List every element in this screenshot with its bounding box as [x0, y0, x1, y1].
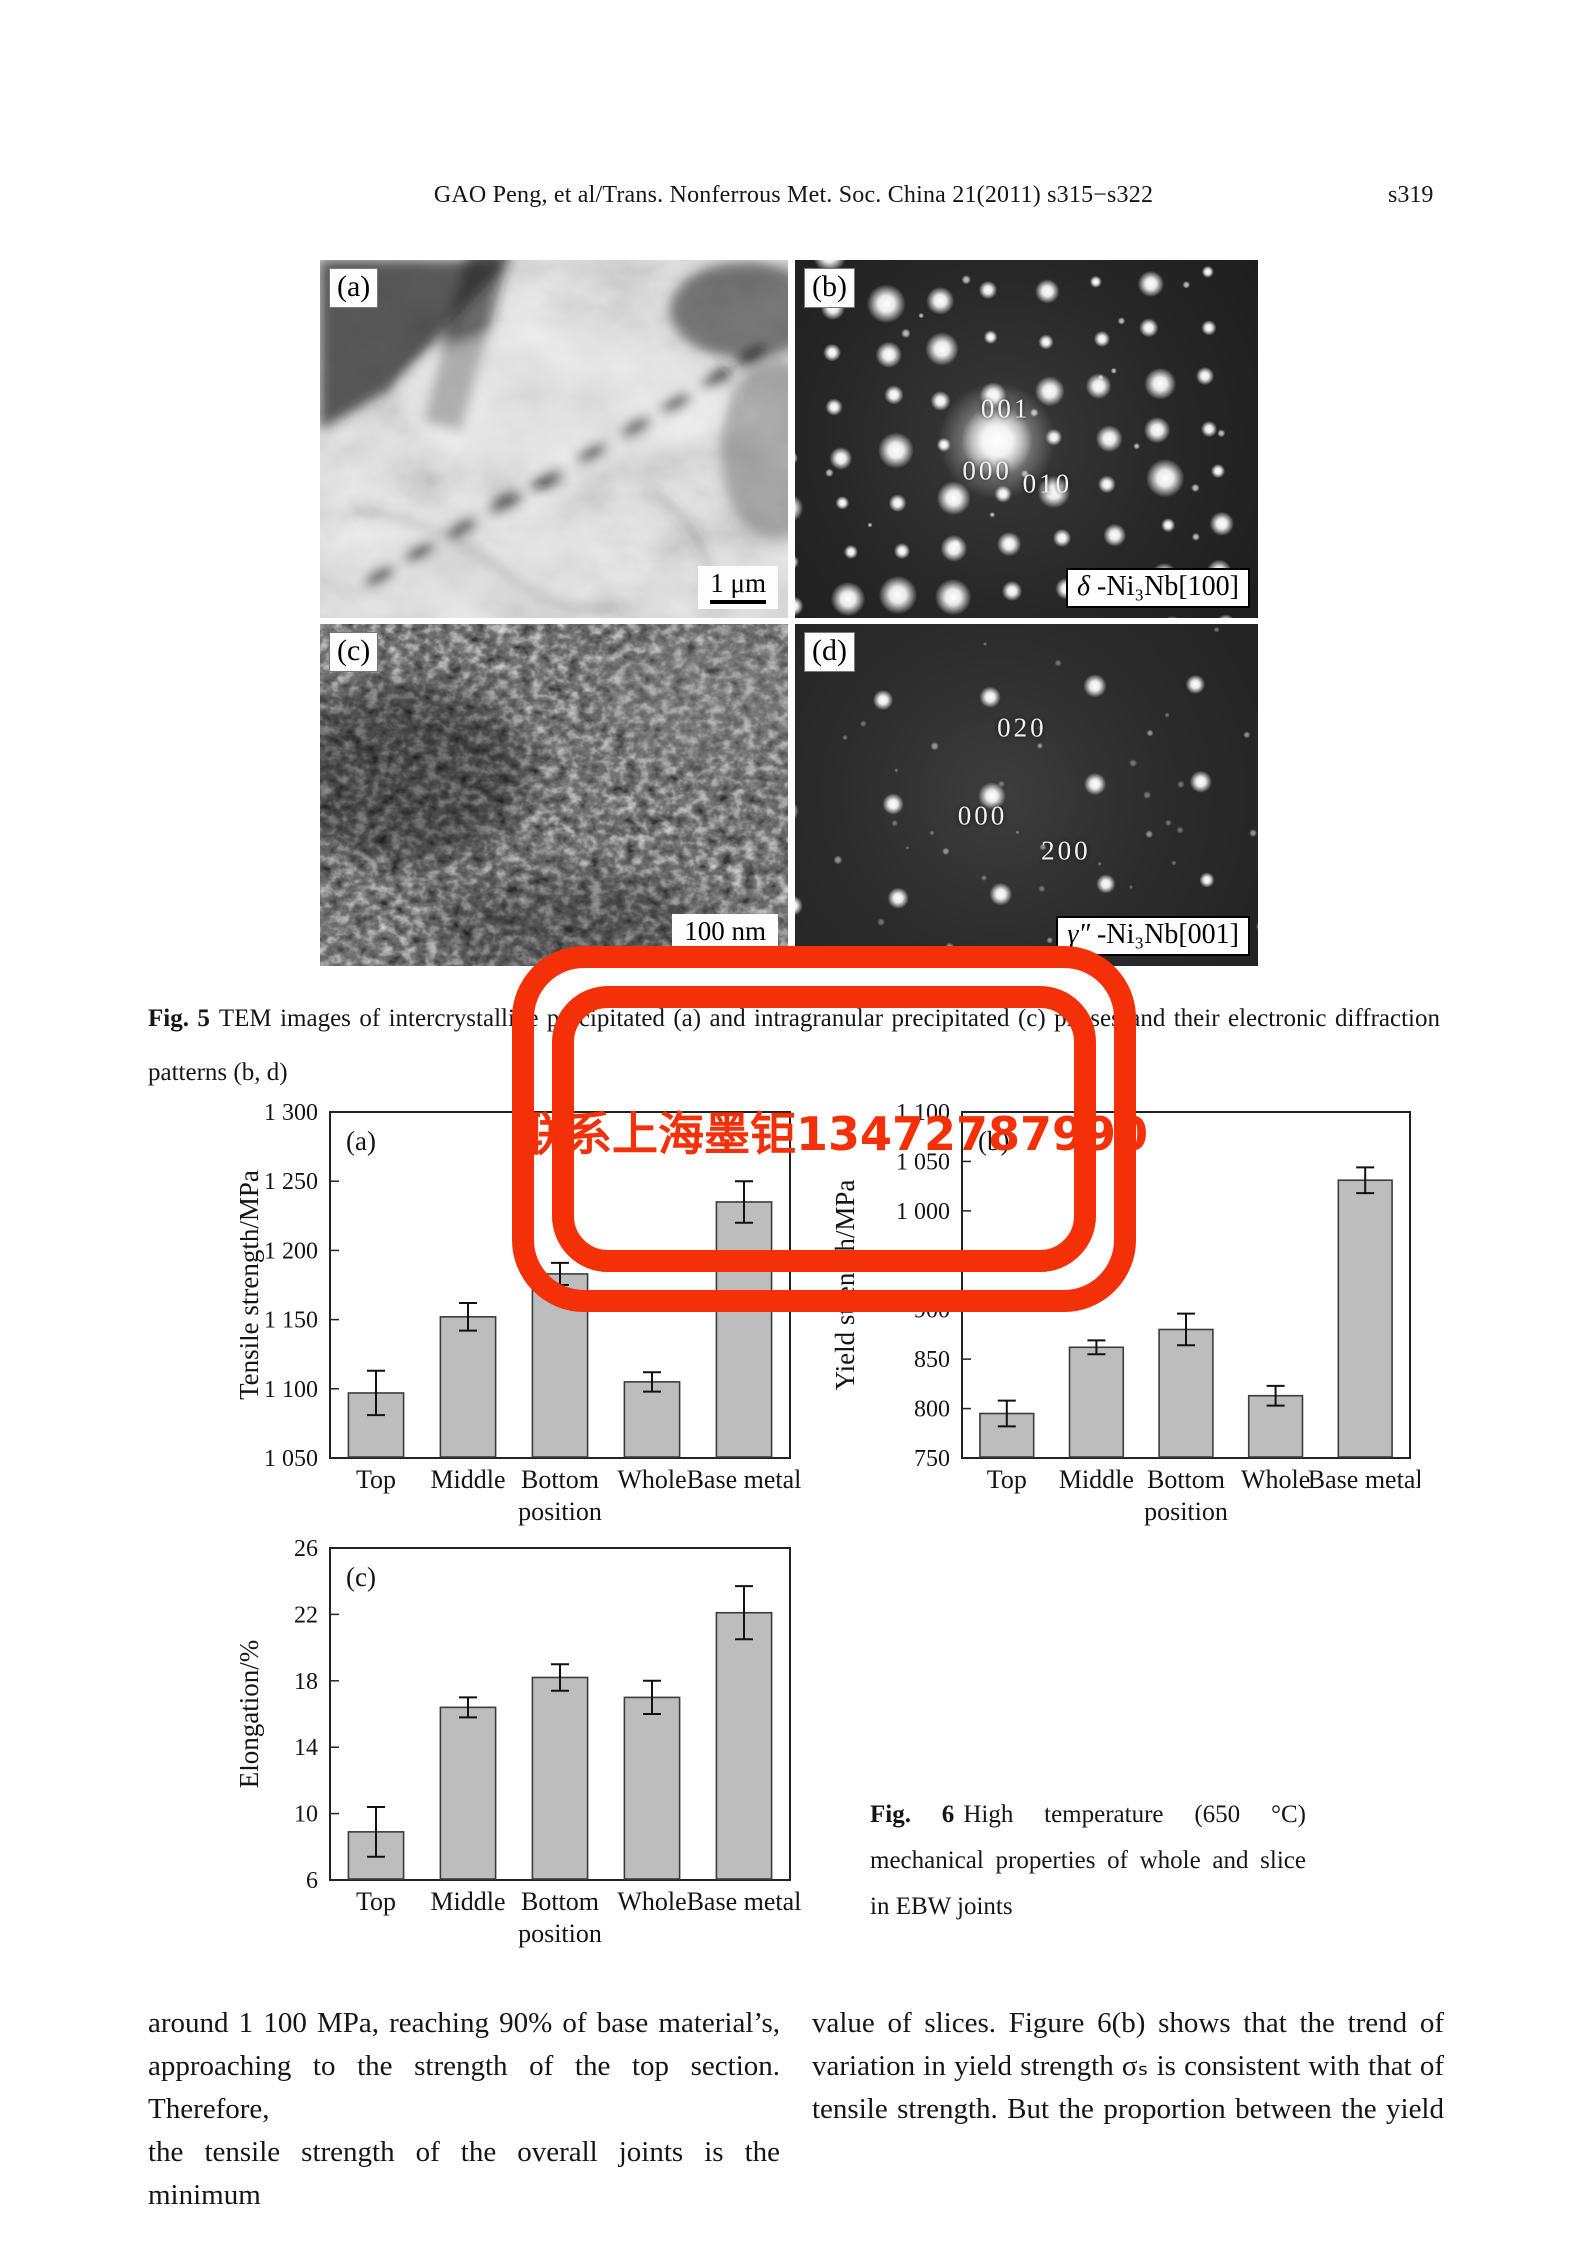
svg-text:(b): (b) [978, 1126, 1009, 1156]
figure5-caption-text: TEM images of intercrystalline precipita… [218, 1005, 1440, 1032]
svg-text:10: 10 [294, 1802, 318, 1828]
chart-tensile-strength: 1 050 1 100 1 150 1 200 1 250 1 300 Top Middle B… [234, 1090, 810, 1545]
diffraction-spots-b [795, 260, 1258, 618]
svg-text:850: 850 [914, 1347, 950, 1373]
chart-elongation: 6 10 14 18 22 26 Top Middle Bottom position Whole B… [234, 1518, 810, 1993]
svg-text:position: position [518, 1497, 602, 1526]
svg-text:1 300: 1 300 [264, 1100, 318, 1126]
figure6-caption-line2: mechanical properties of whole and slice [870, 1847, 1306, 1874]
chart-yield-strength: 750 800 850 900 950 1 000 1 050 1 100 Top Middle B… [828, 1090, 1423, 1545]
svg-text:14: 14 [294, 1735, 318, 1761]
tem-panel-c: (c) 100 nm [320, 624, 788, 966]
diffraction-index-000: 000 [962, 455, 1012, 486]
svg-text:Whole: Whole [1241, 1465, 1310, 1494]
svg-text:Middle: Middle [1059, 1465, 1134, 1494]
body-left-column: around 1 100 MPa, reaching 90% of base m… [148, 2002, 780, 2217]
svg-text:22: 22 [294, 1602, 318, 1628]
diffraction-spots-d [795, 624, 1258, 966]
svg-text:Middle: Middle [430, 1887, 505, 1916]
svg-text:750: 750 [914, 1446, 950, 1472]
figure6-caption-line1: Fig. 6 High temperature (650 °C) [870, 1792, 1306, 1838]
svg-text:1 100: 1 100 [264, 1377, 318, 1403]
body-line: value of slices. Figure 6(b) shows that … [812, 2007, 1444, 2039]
svg-text:Bottom: Bottom [521, 1465, 599, 1494]
svg-text:Top: Top [987, 1465, 1027, 1494]
figure5-caption-prefix: Fig. 5 [148, 1005, 210, 1032]
panel-label-b: (b) [804, 268, 855, 308]
tem-panel-a: (a) 1 μm [320, 260, 788, 618]
svg-text:position: position [1144, 1497, 1228, 1526]
svg-text:1 050: 1 050 [264, 1446, 318, 1472]
svg-text:1 100: 1 100 [896, 1100, 950, 1126]
phase-label-delta: δ -Ni₃Nb[100] [1066, 568, 1250, 608]
svg-text:26: 26 [294, 1536, 318, 1562]
svg-text:(a): (a) [346, 1126, 376, 1156]
svg-text:1 050: 1 050 [896, 1149, 950, 1175]
body-line: variation in yield strength σₛ is consis… [812, 2050, 1444, 2082]
header-citation: GAO Peng, et al/Trans. Nonferrous Met. S… [433, 182, 1154, 208]
svg-text:Elongation/%: Elongation/% [240, 1640, 264, 1788]
watermark-stamp-inner-border [552, 986, 1096, 1272]
svg-text:800: 800 [914, 1397, 950, 1423]
svg-text:(c): (c) [346, 1562, 376, 1592]
scale-bar-a-text: 1 μm [710, 568, 766, 598]
svg-text:Top: Top [356, 1465, 396, 1494]
tem-texture-a [320, 260, 788, 618]
svg-text:Base metal: Base metal [687, 1465, 802, 1494]
diffraction-index-200: 200 [1041, 835, 1091, 866]
svg-text:Middle: Middle [430, 1465, 505, 1494]
figure5-caption-line2: patterns (b, d) [148, 1059, 288, 1086]
svg-text:Tensile strength/MPa: Tensile strength/MPa [240, 1170, 264, 1400]
figure5-caption-line1: Fig. 5 TEM images of intercrystalline pre… [148, 992, 1440, 1046]
svg-text:1 250: 1 250 [264, 1169, 318, 1195]
diffraction-index-001: 001 [980, 393, 1031, 424]
diffraction-index-000d: 000 [957, 800, 1008, 831]
watermark-stamp-outer-border [512, 946, 1136, 1312]
body-line: around 1 100 MPa, reaching 90% of base m… [148, 2007, 780, 2039]
svg-text:6: 6 [306, 1868, 318, 1894]
scale-bar-a-line [710, 600, 766, 604]
svg-text:1 000: 1 000 [896, 1199, 950, 1225]
scale-bar-a: 1 μm [698, 566, 778, 609]
svg-text:Base metal: Base metal [687, 1887, 802, 1916]
chart-elongation-svg: 6 10 14 18 22 26 Top Middle Bottom position Whole B… [234, 1536, 802, 1948]
svg-text:Top: Top [356, 1887, 396, 1916]
svg-text:1 200: 1 200 [264, 1238, 318, 1264]
svg-text:Bottom: Bottom [521, 1887, 599, 1916]
figure5-tem-grid: (a) 1 μm 001 000 010 δ -Ni₃Nb[100] (b) [320, 260, 1258, 966]
chart-tensile-svg: 1 050 1 100 1 150 1 200 1 250 1 300 Top Middle B… [234, 1100, 802, 1526]
svg-text:18: 18 [294, 1669, 318, 1695]
watermark-stamp-text: 联系上海墨钜13472787990 [520, 1107, 1149, 1161]
figure6-caption-prefix: Fig. 6 [870, 1801, 955, 1828]
panel-label-a: (a) [329, 268, 379, 308]
svg-text:position: position [518, 1919, 602, 1948]
svg-text:1 150: 1 150 [264, 1308, 318, 1334]
body-line: the tensile strength of the overall join… [148, 2136, 780, 2211]
svg-text:Whole: Whole [617, 1465, 686, 1494]
diffraction-index-020: 020 [997, 712, 1047, 743]
svg-text:Yield strength/MPa: Yield strength/MPa [830, 1180, 860, 1391]
figure6-caption-text1: High temperature (650 °C) [963, 1801, 1307, 1828]
diffraction-panel-b: 001 000 010 δ -Ni₃Nb[100] (b) [795, 260, 1258, 618]
body-line: tensile strength. But the proportion bet… [812, 2093, 1444, 2125]
diffraction-index-010: 010 [1022, 468, 1073, 499]
header-page-number: s319 [1388, 182, 1434, 208]
figure6-caption-line3: in EBW joints [870, 1893, 1013, 1920]
svg-text:Whole: Whole [617, 1887, 686, 1916]
body-line: approaching to the strength of the top s… [148, 2050, 780, 2125]
figure5-caption: Fig. 5 TEM images of intercrystalline pre… [148, 992, 1440, 1100]
scale-bar-c-text: 100 nm [684, 916, 766, 946]
svg-text:Bottom: Bottom [1147, 1465, 1225, 1494]
figure6-caption: Fig. 6 High temperature (650 °C) mechanic… [870, 1792, 1306, 1930]
panel-label-d: (d) [804, 632, 855, 672]
tem-texture-c [320, 624, 788, 966]
body-right-column: value of slices. Figure 6(b) shows that … [812, 2002, 1444, 2131]
phase-label-gamma: γ″ -Ni₃Nb[001] [1056, 916, 1250, 956]
diffraction-panel-d: 020 000 200 γ″ -Ni₃Nb[001] (d) [795, 624, 1258, 966]
panel-label-c: (c) [329, 632, 379, 672]
svg-text:Base metal: Base metal [1308, 1465, 1420, 1494]
